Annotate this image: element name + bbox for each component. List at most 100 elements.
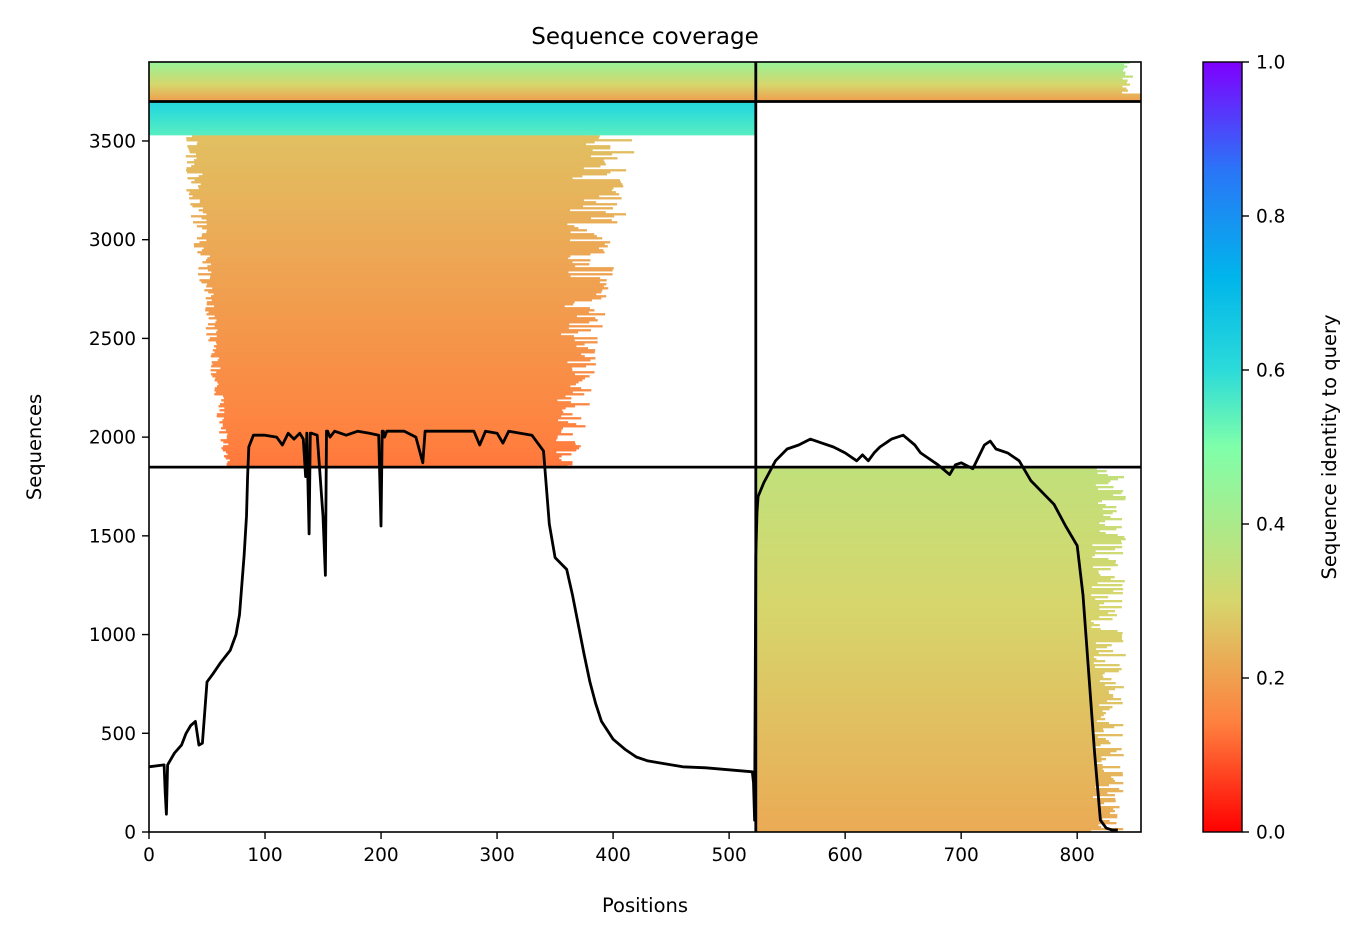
heat-row (755, 588, 1124, 591)
heat-row (197, 141, 595, 144)
heat-row (200, 253, 591, 256)
heat-row (200, 183, 623, 186)
heat-row (755, 810, 1115, 813)
heat-row (226, 463, 573, 466)
heat-row (191, 165, 601, 168)
heat-row (755, 486, 1114, 489)
heat-row (205, 297, 602, 300)
heat-row (755, 642, 1096, 645)
heat-row (207, 257, 569, 260)
heat-row (190, 203, 618, 206)
heat-row (755, 520, 1106, 523)
heat-row (188, 147, 611, 150)
heat-row (755, 540, 1122, 543)
heat-row (207, 323, 570, 326)
heat-row (755, 674, 1103, 677)
heat-row (755, 714, 1104, 717)
heat-row (755, 702, 1123, 705)
heat-row (755, 506, 1117, 509)
heat-row (149, 113, 756, 116)
heat-row (221, 447, 580, 450)
heat-row (755, 632, 1123, 635)
heat-row (211, 353, 582, 356)
heat-row (149, 67, 1125, 70)
heat-row (755, 734, 1123, 737)
heat-row (211, 361, 568, 364)
heat-row (755, 508, 1103, 511)
heat-row (755, 630, 1118, 633)
heat-row (197, 251, 605, 254)
x-tick-label: 300 (479, 845, 514, 866)
heat-row (755, 570, 1099, 573)
heat-row (755, 762, 1097, 765)
heat-row (149, 103, 756, 106)
heat-row (149, 127, 756, 130)
heat-row (755, 750, 1117, 753)
heat-row (755, 726, 1115, 729)
heat-row (755, 474, 1108, 477)
heat-row (187, 145, 611, 148)
x-tick-label: 500 (711, 845, 746, 866)
heat-row (755, 534, 1118, 537)
heat-row (755, 808, 1114, 811)
colorbar-tick-label: 0.6 (1256, 361, 1285, 382)
heat-row (755, 532, 1106, 535)
heat-row (149, 62, 1130, 64)
heat-row (149, 129, 756, 132)
colorbar-axis: 0.0 0.2 0.4 0.6 0.8 1.0 (1242, 53, 1285, 844)
heat-row (202, 211, 606, 214)
heat-row (755, 538, 1126, 541)
heat-row (149, 111, 756, 114)
heat-row (189, 151, 635, 154)
heat-row (185, 169, 627, 172)
heat-row (210, 275, 571, 278)
heat-row (755, 494, 1114, 497)
heat-row (755, 646, 1108, 649)
heat-row (755, 472, 1098, 475)
heat-row (187, 177, 573, 180)
heat-row (755, 740, 1109, 743)
heat-row (206, 239, 570, 242)
heat-row (149, 121, 756, 124)
heat-row (186, 139, 632, 142)
heat-row (755, 760, 1102, 763)
heat-row (210, 355, 585, 358)
heat-row (755, 736, 1098, 739)
heat-row (755, 704, 1100, 707)
heat-row (206, 231, 571, 234)
heat-row (755, 554, 1095, 557)
heat-row (755, 498, 1126, 501)
x-tick-label: 800 (1060, 845, 1095, 866)
heat-row (755, 616, 1100, 619)
heat-row (149, 83, 1131, 86)
heat-row (755, 804, 1100, 807)
heat-row (755, 754, 1124, 757)
heat-row (206, 213, 626, 216)
coverage-line (148, 429, 1118, 832)
heat-row (207, 265, 576, 268)
heat-row (206, 285, 604, 288)
heat-row (195, 153, 613, 156)
heat-row (189, 197, 622, 200)
heat-row (755, 798, 1116, 801)
heat-row (755, 626, 1092, 629)
heat-row (755, 746, 1094, 749)
heat-row (206, 333, 562, 336)
heat-row (215, 321, 590, 324)
heat-row (755, 578, 1111, 581)
heat-row (186, 167, 584, 170)
heat-row (196, 143, 586, 146)
heat-row (755, 742, 1111, 745)
heat-row (755, 514, 1104, 517)
heat-row (755, 576, 1115, 579)
heat-row (149, 133, 756, 136)
chart-title: Sequence coverage (531, 24, 759, 50)
heat-row (755, 500, 1102, 503)
heat-row (755, 652, 1099, 655)
heat-row (755, 718, 1106, 721)
heat-row (755, 528, 1117, 531)
heat-row (755, 748, 1122, 751)
heat-row (755, 648, 1097, 651)
heat-row (198, 273, 613, 276)
